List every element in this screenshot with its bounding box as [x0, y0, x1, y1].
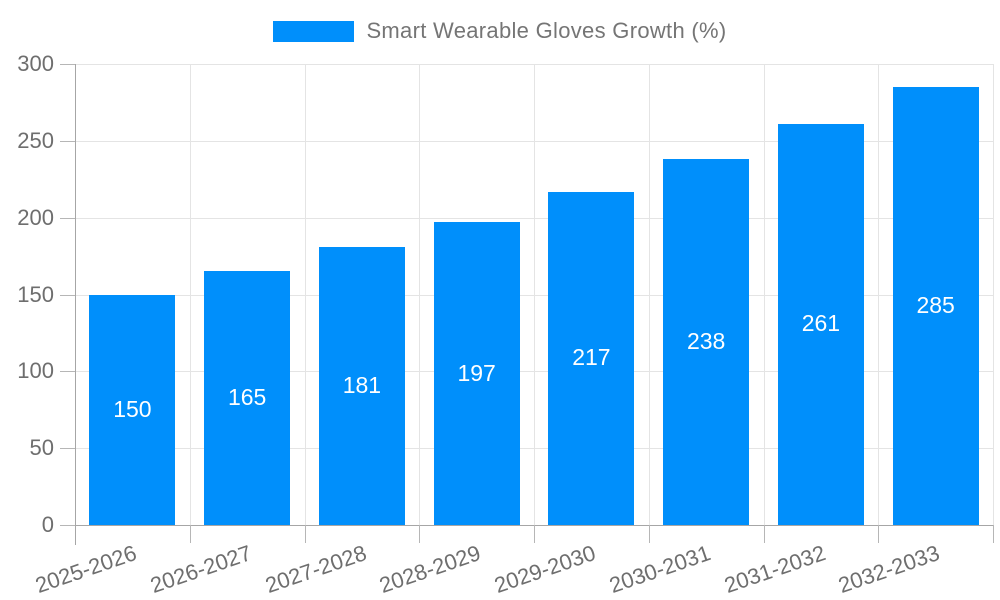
gridline-vertical — [763, 64, 765, 525]
x-axis-tick — [993, 525, 994, 543]
bar[interactable]: 150 — [89, 294, 176, 525]
x-axis-label: 2027-2028 — [261, 540, 370, 599]
plot-area: 150 165 181 197 217 238 261 285 — [75, 64, 994, 526]
bar-value-label: 150 — [113, 395, 152, 422]
y-axis-label: 200 — [17, 204, 54, 230]
bar[interactable]: 285 — [892, 87, 979, 525]
legend-swatch-icon — [273, 20, 355, 42]
y-axis-label: 0 — [41, 512, 54, 537]
gridline-vertical — [878, 64, 880, 525]
y-axis-tick — [60, 64, 75, 65]
legend-label: Smart Wearable Gloves Growth (%) — [366, 18, 727, 43]
bar[interactable]: 197 — [433, 222, 520, 525]
bar[interactable]: 238 — [663, 159, 750, 525]
y-axis-label: 100 — [17, 358, 54, 384]
x-axis-tick — [534, 525, 535, 543]
y-axis-tick — [60, 525, 75, 526]
bar[interactable]: 165 — [204, 271, 291, 525]
gridline-vertical — [189, 64, 191, 525]
y-axis-label: 150 — [17, 281, 54, 307]
bar-value-label: 238 — [686, 328, 726, 355]
gridline-vertical — [304, 64, 306, 525]
x-axis-tick — [189, 525, 191, 543]
bar[interactable]: 217 — [548, 191, 635, 525]
x-axis-label: 2025-2026 — [32, 540, 140, 599]
y-axis-tick — [60, 448, 75, 450]
y-axis-tick — [60, 140, 75, 142]
bar-value-label: 217 — [572, 344, 611, 371]
x-axis-label: 2026-2027 — [146, 540, 255, 599]
y-axis-line — [75, 64, 76, 545]
x-axis-tick — [878, 525, 880, 543]
y-axis-label: 50 — [29, 435, 54, 461]
bar-value-label: 285 — [916, 292, 955, 319]
bar[interactable]: 261 — [777, 123, 864, 525]
gridline-vertical — [534, 64, 535, 525]
chart-legend: Smart Wearable Gloves Growth (%) — [0, 18, 1000, 44]
x-axis-label: 2030-2031 — [605, 540, 714, 599]
legend-item[interactable]: Smart Wearable Gloves Growth (%) — [273, 18, 726, 44]
gridline-vertical — [993, 64, 994, 525]
bar-value-label: 181 — [342, 371, 382, 398]
gridline-vertical — [419, 64, 421, 525]
x-axis-label: 2028-2029 — [376, 540, 485, 599]
bar-value-label: 197 — [457, 359, 496, 386]
y-axis-tick — [60, 294, 75, 296]
bar[interactable]: 181 — [318, 246, 405, 525]
y-axis-tick — [60, 371, 75, 373]
gridline-vertical — [648, 64, 650, 525]
x-axis-tick — [648, 525, 650, 543]
x-axis-label: 2031-2032 — [720, 540, 829, 599]
bar-value-label: 165 — [227, 384, 267, 411]
x-axis-label: 2029-2030 — [491, 540, 599, 599]
y-axis-label: 300 — [17, 51, 54, 76]
y-axis-tick — [60, 217, 75, 219]
x-axis-tick — [304, 525, 306, 543]
x-axis-label: 2032-2033 — [835, 540, 944, 599]
y-axis-label: 250 — [17, 127, 54, 153]
x-axis-tick — [763, 525, 765, 543]
bar-value-label: 261 — [801, 310, 841, 337]
x-axis-tick — [419, 525, 421, 543]
